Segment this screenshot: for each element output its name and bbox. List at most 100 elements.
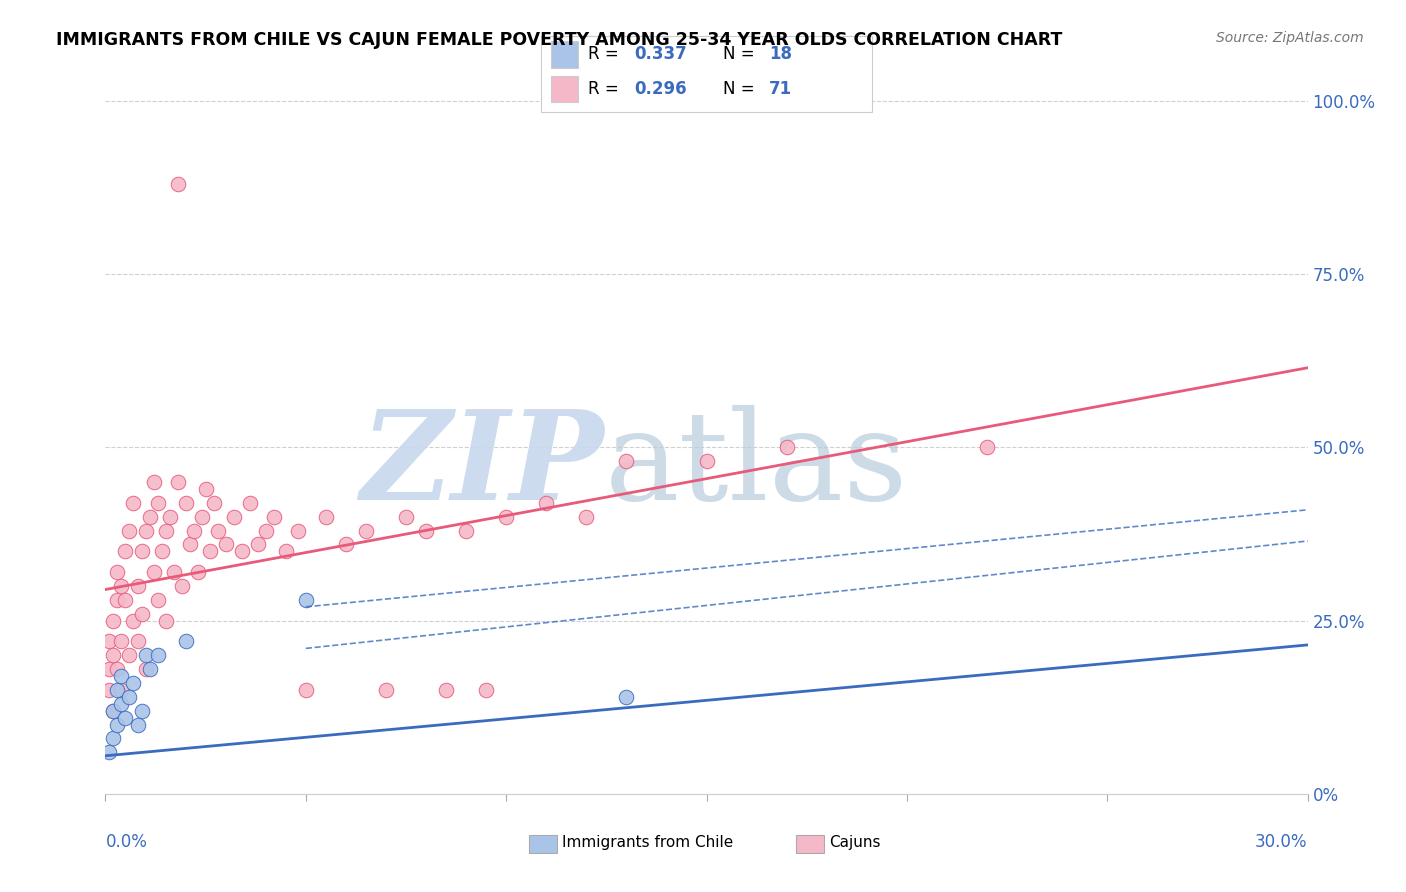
Point <box>976 441 998 455</box>
Point <box>131 607 153 621</box>
Point <box>274 544 297 558</box>
Point <box>107 662 129 676</box>
Point <box>142 475 165 489</box>
Text: R =: R = <box>588 80 624 98</box>
Point <box>107 682 129 697</box>
Point <box>254 524 277 538</box>
Point <box>118 648 141 663</box>
Point <box>335 537 357 551</box>
Point <box>150 544 173 558</box>
Text: IMMIGRANTS FROM CHILE VS CAJUN FEMALE POVERTY AMONG 25-34 YEAR OLDS CORRELATION : IMMIGRANTS FROM CHILE VS CAJUN FEMALE PO… <box>56 31 1063 49</box>
Point <box>315 509 337 524</box>
Point <box>107 593 129 607</box>
Text: 30.0%: 30.0% <box>1256 833 1308 851</box>
Point <box>179 537 201 551</box>
Point <box>103 731 125 746</box>
Point <box>187 565 209 579</box>
Point <box>107 565 129 579</box>
Point <box>434 682 457 697</box>
Point <box>170 579 193 593</box>
FancyBboxPatch shape <box>541 36 872 112</box>
Point <box>162 565 184 579</box>
Point <box>202 496 225 510</box>
Point <box>454 524 477 538</box>
Point <box>354 524 377 538</box>
Point <box>122 614 145 628</box>
Point <box>114 711 136 725</box>
Point <box>146 593 169 607</box>
Point <box>146 648 169 663</box>
Point <box>190 509 212 524</box>
Point <box>263 509 285 524</box>
FancyBboxPatch shape <box>529 835 557 853</box>
Point <box>103 648 125 663</box>
Point <box>98 745 121 759</box>
Point <box>214 537 236 551</box>
Point <box>98 662 121 676</box>
Point <box>131 704 153 718</box>
FancyBboxPatch shape <box>796 835 824 853</box>
Point <box>194 482 217 496</box>
Text: 18: 18 <box>769 45 793 63</box>
Point <box>103 704 125 718</box>
Point <box>246 537 269 551</box>
Text: 71: 71 <box>769 80 793 98</box>
Point <box>475 682 498 697</box>
Point <box>222 509 245 524</box>
Point <box>374 682 398 697</box>
Point <box>534 496 557 510</box>
Text: Immigrants from Chile: Immigrants from Chile <box>562 836 734 850</box>
Point <box>135 524 157 538</box>
Point <box>287 524 309 538</box>
Point <box>103 614 125 628</box>
FancyBboxPatch shape <box>551 76 578 103</box>
Point <box>131 544 153 558</box>
Text: N =: N = <box>723 45 759 63</box>
Point <box>118 524 141 538</box>
Point <box>110 669 132 683</box>
Point <box>495 509 517 524</box>
Point <box>122 496 145 510</box>
Point <box>159 509 181 524</box>
Point <box>135 662 157 676</box>
Point <box>103 704 125 718</box>
Point <box>696 454 718 468</box>
Text: Source: ZipAtlas.com: Source: ZipAtlas.com <box>1216 31 1364 45</box>
Point <box>207 524 229 538</box>
Point <box>142 565 165 579</box>
Point <box>183 524 205 538</box>
Point <box>174 634 197 648</box>
Point <box>166 178 188 192</box>
Point <box>118 690 141 704</box>
Point <box>198 544 221 558</box>
Point <box>114 544 136 558</box>
Point <box>138 509 160 524</box>
Text: R =: R = <box>588 45 624 63</box>
Point <box>98 634 121 648</box>
Point <box>135 648 157 663</box>
Point <box>110 634 132 648</box>
FancyBboxPatch shape <box>551 41 578 68</box>
Point <box>239 496 262 510</box>
Point <box>155 524 177 538</box>
Point <box>616 454 638 468</box>
Point <box>122 676 145 690</box>
Point <box>98 682 121 697</box>
Point <box>127 634 149 648</box>
Point <box>107 717 129 731</box>
Text: atlas: atlas <box>605 405 908 526</box>
Point <box>616 690 638 704</box>
Point <box>110 579 132 593</box>
Text: ZIP: ZIP <box>360 405 605 526</box>
Point <box>575 509 598 524</box>
Point <box>295 682 318 697</box>
Point <box>166 475 188 489</box>
Point <box>174 496 197 510</box>
Point <box>776 441 799 455</box>
Point <box>231 544 253 558</box>
Point <box>138 662 160 676</box>
Text: 0.296: 0.296 <box>634 80 686 98</box>
Point <box>155 614 177 628</box>
Text: 0.337: 0.337 <box>634 45 686 63</box>
Point <box>110 682 132 697</box>
